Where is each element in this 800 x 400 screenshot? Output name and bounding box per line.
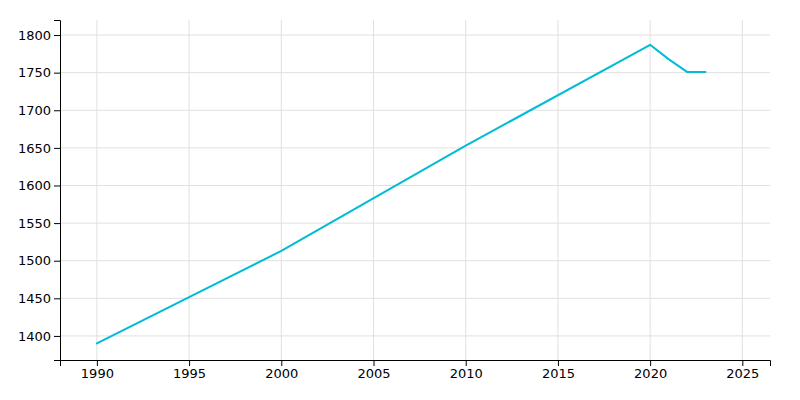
tick: 1400: [18, 329, 60, 344]
tick-label: 2000: [265, 366, 298, 381]
tick: 1550: [18, 216, 60, 231]
tick-mark: [374, 360, 375, 366]
grid-line-x: [650, 20, 651, 360]
tick-mark: [742, 360, 743, 366]
tick-mark: [558, 360, 559, 366]
tick-label: 1500: [18, 253, 51, 268]
tick-mark: [54, 336, 60, 337]
tick: 1700: [18, 103, 60, 118]
tick: 2015: [542, 360, 575, 381]
grid-line-y: [60, 260, 770, 261]
tick-label: 1995: [173, 366, 206, 381]
chart: 1990 1995 2000 2005 2010 2015 2020 2025 1400 1450…: [0, 0, 800, 400]
plot: 1990 1995 2000 2005 2010 2015 2020 2025 1400 1450…: [18, 20, 771, 381]
x-axis: 1990 1995 2000 2005 2010 2015 2020 2025: [61, 360, 771, 381]
tick-label: 1990: [81, 366, 114, 381]
tick-label: 1800: [18, 28, 51, 43]
tick-label: 1600: [18, 178, 51, 193]
tick-mark: [54, 261, 60, 262]
tick: 1600: [18, 178, 60, 193]
grid: [60, 20, 770, 360]
grid-line-y: [60, 185, 770, 186]
tick-mark: [54, 110, 60, 111]
tick: 1995: [173, 360, 206, 381]
tick-label: 2015: [542, 366, 575, 381]
tick: 1500: [18, 253, 60, 268]
tick-label: 1400: [18, 329, 51, 344]
tick-label: 1700: [18, 103, 51, 118]
tick-mark: [97, 360, 98, 366]
grid-line-y: [60, 147, 770, 148]
tick-mark: [54, 148, 60, 149]
tick: 1800: [18, 28, 60, 43]
tick-mark: [54, 35, 60, 36]
tick-mark: [281, 360, 282, 366]
tick-mark: [54, 298, 60, 299]
tick-label: 1750: [18, 65, 51, 80]
tick: 2000: [265, 360, 298, 381]
line: [97, 45, 706, 344]
tick: 2025: [726, 360, 759, 381]
tick: 1750: [18, 65, 60, 80]
tick: 2005: [357, 360, 390, 381]
axis-line: [54, 21, 61, 361]
tick: 2010: [450, 360, 483, 381]
grid-line-x: [189, 20, 190, 360]
tick-mark: [189, 360, 190, 366]
grid-line-y: [60, 72, 770, 73]
grid-line-y: [60, 110, 770, 111]
tick: 1650: [18, 141, 60, 156]
tick: 1990: [81, 360, 114, 381]
axis-line: [61, 361, 771, 367]
grid-line-x: [742, 20, 743, 360]
tick: 2020: [634, 360, 667, 381]
grid-line-y: [60, 35, 770, 36]
grid-line-x: [557, 20, 558, 360]
marks: [97, 45, 706, 344]
y-axis: 1400 1450 1500 1550 1600 1650 1700 1750 1800: [18, 21, 61, 361]
grid-line-x: [465, 20, 466, 360]
tick: 1450: [18, 291, 60, 306]
tick-label: 1450: [18, 291, 51, 306]
grid-line-x: [373, 20, 374, 360]
grid-line-x: [96, 20, 97, 360]
tick-label: 1650: [18, 141, 51, 156]
tick-mark: [650, 360, 651, 366]
tick-mark: [54, 185, 60, 186]
tick-mark: [466, 360, 467, 366]
tick-mark: [54, 73, 60, 74]
grid-line-y: [60, 223, 770, 224]
tick-label: 2020: [634, 366, 667, 381]
tick-label: 2005: [357, 366, 390, 381]
tick-mark: [54, 223, 60, 224]
grid-line-x: [281, 20, 282, 360]
tick-label: 2010: [450, 366, 483, 381]
grid-line-y: [60, 335, 770, 336]
grid-line-y: [60, 298, 770, 299]
tick-label: 1550: [18, 216, 51, 231]
tick-label: 2025: [726, 366, 759, 381]
